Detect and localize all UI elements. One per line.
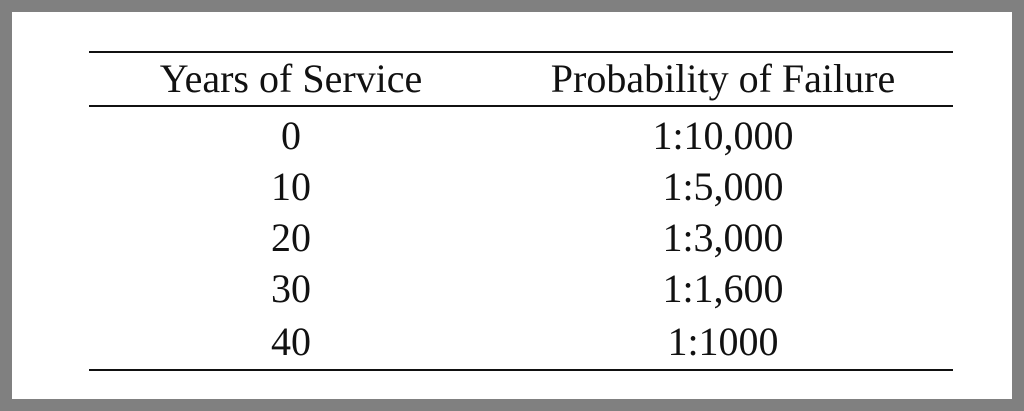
header-probability-of-failure: Probability of Failure: [493, 51, 953, 107]
probability-cell: 1:3,000: [662, 215, 784, 260]
table-row: 0 1:10,000: [89, 106, 953, 161]
years-cell: 10: [271, 164, 311, 209]
probability-cell: 1:1000: [493, 314, 953, 371]
years-cell: 0: [281, 113, 301, 158]
table-row: 30 1:1,600: [89, 263, 953, 314]
table-row: 40 1:1000: [89, 314, 953, 371]
probability-cell: 1:1,600: [662, 266, 784, 311]
header-row: Years of Service Probability of Failure: [89, 51, 953, 107]
document-page: Years of Service Probability of Failure …: [12, 12, 1012, 399]
table-row: 20 1:3,000: [89, 212, 953, 263]
years-cell: 20: [271, 215, 311, 260]
years-cell: 30: [271, 266, 311, 311]
table-row: 10 1:5,000: [89, 161, 953, 212]
years-cell: 40: [89, 314, 493, 371]
probability-cell: 1:10,000: [652, 113, 794, 158]
failure-probability-table: Years of Service Probability of Failure …: [89, 51, 953, 371]
header-years-of-service: Years of Service: [89, 51, 493, 107]
probability-cell: 1:5,000: [662, 164, 784, 209]
